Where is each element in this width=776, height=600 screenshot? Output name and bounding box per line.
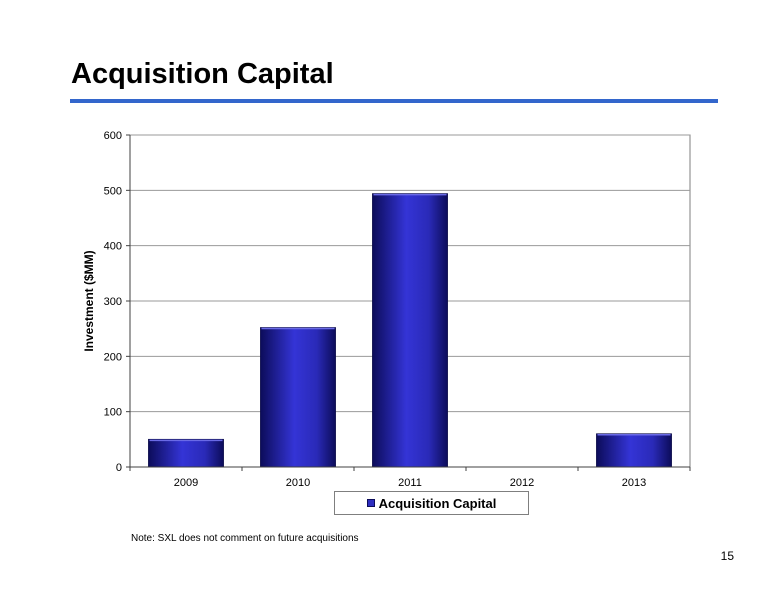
y-tick-label: 0 bbox=[116, 462, 122, 474]
bar bbox=[148, 438, 224, 468]
legend-swatch bbox=[366, 499, 375, 507]
y-tick-label: 300 bbox=[104, 296, 122, 308]
title-underline bbox=[70, 99, 718, 103]
y-tick-label: 500 bbox=[104, 185, 122, 197]
x-tick-label: 2012 bbox=[510, 477, 534, 489]
x-tick-label: 2009 bbox=[174, 477, 198, 489]
y-tick-label: 200 bbox=[104, 351, 122, 363]
y-axis-title: Investment ($MM) bbox=[82, 250, 96, 351]
page-number: 15 bbox=[720, 549, 734, 563]
x-tick-label: 2011 bbox=[398, 477, 422, 489]
y-tick-label: 100 bbox=[104, 407, 122, 419]
y-tick-label: 600 bbox=[104, 130, 122, 142]
slide-title: Acquisition Capital bbox=[71, 58, 334, 90]
footnote: Note: SXL does not comment on future acq… bbox=[131, 533, 359, 544]
y-tick-label: 400 bbox=[104, 241, 122, 253]
bar bbox=[260, 327, 336, 468]
legend-label: Acquisition Capital bbox=[378, 495, 497, 511]
chart-legend: Acquisition Capital bbox=[334, 491, 529, 515]
bar bbox=[596, 433, 672, 468]
x-tick-label: 2010 bbox=[286, 477, 310, 489]
bar bbox=[372, 193, 448, 468]
x-tick-label: 2013 bbox=[622, 477, 646, 489]
